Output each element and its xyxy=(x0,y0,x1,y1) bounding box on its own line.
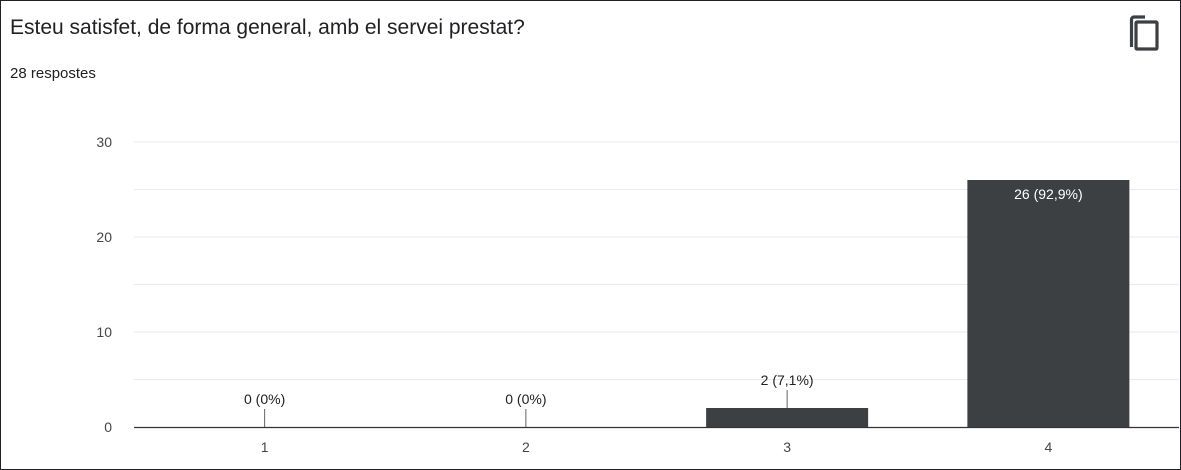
data-label: 0 (0%) xyxy=(244,391,285,407)
question-title: Esteu satisfet, de forma general, amb el… xyxy=(10,16,525,39)
x-tick-label: 3 xyxy=(783,439,791,455)
data-label: 0 (0%) xyxy=(505,391,546,407)
y-tick-label: 30 xyxy=(96,134,112,150)
y-tick-label: 0 xyxy=(104,419,112,435)
data-label: 2 (7,1%) xyxy=(761,372,814,388)
copy-icon xyxy=(1129,15,1159,51)
copy-chart-button[interactable] xyxy=(1121,13,1165,57)
bar xyxy=(967,180,1130,427)
response-count: 28 respostes xyxy=(10,65,96,82)
bar xyxy=(706,408,869,427)
x-tick-label: 4 xyxy=(1044,439,1052,455)
x-tick-label: 1 xyxy=(261,439,269,455)
data-label: 26 (92,9%) xyxy=(1014,186,1082,202)
y-tick-label: 20 xyxy=(96,229,112,245)
x-tick-label: 2 xyxy=(522,439,530,455)
y-tick-label: 10 xyxy=(96,324,112,340)
